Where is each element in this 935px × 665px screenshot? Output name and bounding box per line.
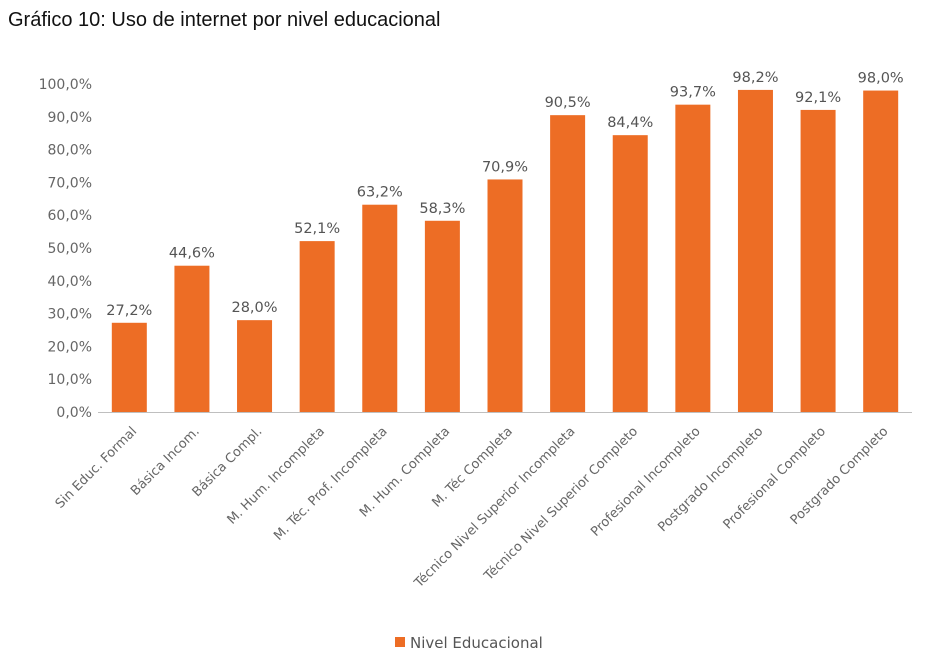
bar — [237, 320, 273, 412]
y-tick-label: 30,0% — [48, 307, 92, 323]
bar — [362, 204, 398, 412]
bar — [863, 90, 899, 412]
bar — [424, 220, 460, 412]
category-label: Profesional Incompleto — [588, 424, 703, 539]
y-tick-label: 20,0% — [48, 339, 92, 355]
category-label: M. Téc. Prof. Incompleta — [271, 424, 390, 543]
legend: Nivel Educacional — [395, 634, 543, 652]
bar — [612, 135, 648, 412]
y-tick-label: 10,0% — [48, 372, 92, 388]
y-tick-label: 100,0% — [39, 77, 92, 93]
y-tick-label: 70,0% — [48, 175, 92, 191]
data-label: 63,2% — [357, 185, 403, 201]
y-tick-label: 80,0% — [48, 143, 92, 159]
bar — [299, 241, 335, 412]
bar — [800, 109, 836, 413]
category-label: Postgrado Incompleto — [655, 424, 766, 535]
category-label: Sin Educ. Formal — [53, 424, 140, 511]
data-label: 52,1% — [294, 221, 340, 237]
category-label: Profesional Completo — [721, 424, 829, 532]
bar — [487, 179, 523, 412]
legend-swatch — [395, 637, 405, 647]
data-label: 98,2% — [732, 70, 778, 86]
y-tick-label: 90,0% — [48, 110, 92, 126]
chart-title: Gráfico 10: Uso de internet por nivel ed… — [8, 9, 441, 31]
bar — [550, 115, 586, 412]
y-axis-ticks: 0,0% 10,0% 20,0% 30,0% 40,0% 50,0% 60,0% 70,0% 8… — [39, 77, 92, 421]
data-label: 98,0% — [858, 71, 904, 87]
y-tick-label: 50,0% — [48, 241, 92, 257]
data-label: 90,5% — [545, 95, 591, 111]
y-tick-label: 60,0% — [48, 208, 92, 224]
bar — [174, 265, 210, 412]
data-label: 84,4% — [607, 115, 653, 131]
data-label: 27,2% — [106, 303, 152, 319]
bar — [111, 322, 147, 412]
bars — [111, 89, 899, 413]
data-label: 92,1% — [795, 90, 841, 106]
legend-label: Nivel Educacional — [410, 634, 543, 652]
bar — [675, 104, 711, 412]
y-tick-label: 0,0% — [56, 405, 92, 421]
data-labels: 27,2% 44,6% 28,0% 52,1% 63,2% 58,3% 70,9% 90,5%… — [106, 70, 903, 319]
data-label: 44,6% — [169, 246, 215, 262]
bar — [737, 89, 773, 413]
data-label: 28,0% — [231, 300, 277, 316]
data-label: 58,3% — [419, 201, 465, 217]
data-label: 70,9% — [482, 159, 528, 175]
data-label: 93,7% — [670, 85, 716, 101]
y-tick-label: 40,0% — [48, 274, 92, 290]
